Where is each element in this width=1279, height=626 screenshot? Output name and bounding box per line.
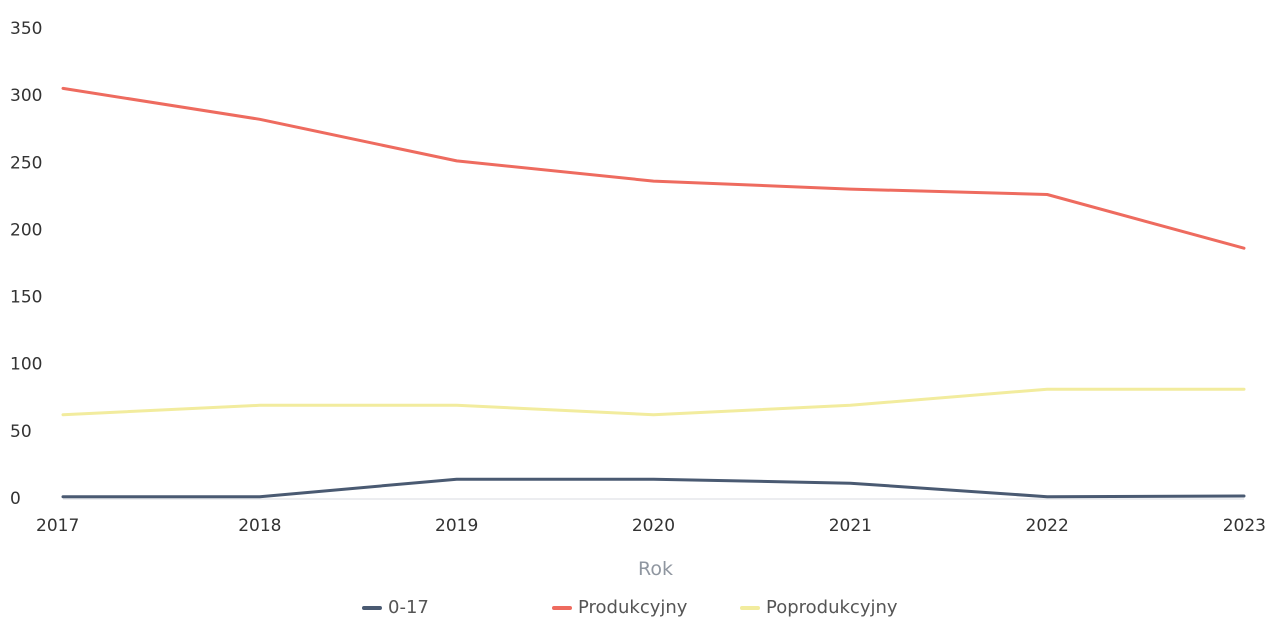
legend-swatch [552,605,572,610]
y-tick-label: 300 [10,86,42,106]
legend-item[interactable]: Produkcyjny [552,597,687,618]
series-line-0-17 [61,477,1246,499]
x-tick-label: 2021 [829,516,872,536]
legend-label: Poprodukcyjny [766,597,898,618]
y-tick-label: 250 [10,153,42,173]
legend-swatch [362,605,382,610]
x-tick-label: 2020 [632,516,675,536]
legend-item[interactable]: 0-17 [362,597,429,618]
x-axis-ticks: 2017 2018 2019 2020 2021 2022 2023 [36,516,1266,536]
y-axis-ticks: 0 50 100 150 200 250 300 350 [10,19,42,509]
legend-item[interactable]: Poprodukcyjny [740,597,898,618]
x-tick-label: 2019 [435,516,478,536]
legend-swatch [740,605,760,610]
series-lines [61,86,1246,499]
legend: 0-17 Produkcyjny Poprodukcyjny [0,597,1279,625]
y-tick-label: 200 [10,220,42,240]
x-tick-label: 2022 [1026,516,1069,536]
series-line-poprodukcyjny [61,387,1246,417]
x-tick-label: 2017 [36,516,79,536]
legend-label: 0-17 [388,597,429,618]
series-line-produkcyjny [61,86,1246,250]
y-tick-label: 50 [10,422,32,442]
y-tick-label: 150 [10,288,42,308]
y-tick-label: 350 [10,19,42,39]
x-tick-label: 2018 [238,516,281,536]
x-tick-label: 2023 [1223,516,1266,536]
x-axis-title: Rok [638,558,673,580]
legend-label: Produkcyjny [578,597,688,618]
y-tick-label: 100 [10,355,42,375]
y-tick-label: 0 [10,489,21,509]
